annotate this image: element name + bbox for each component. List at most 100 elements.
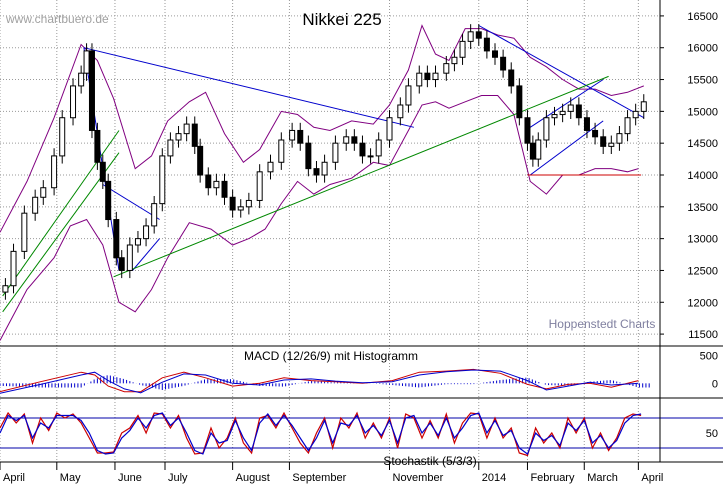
y-tick-label: 16000 [687, 43, 718, 55]
y-tick-label: 14000 [687, 170, 718, 182]
candle-body [483, 37, 490, 52]
candle-body [492, 50, 498, 58]
candle-body [83, 50, 90, 74]
candle-body [405, 85, 412, 106]
candle-body [367, 155, 374, 158]
candle-body [105, 180, 112, 221]
candle-body [359, 142, 366, 157]
candle-body [459, 40, 466, 58]
candle-body [608, 142, 615, 147]
candle-body [32, 196, 39, 214]
x-tick-label: June [118, 472, 142, 484]
macd-tick-label: 0 [712, 378, 718, 390]
x-tick-label: March [587, 472, 618, 484]
candle-body [516, 85, 523, 119]
macd-line [0, 369, 639, 394]
y-tick-label: 14500 [687, 138, 718, 150]
y-tick-label: 12000 [687, 297, 718, 309]
y-tick-label: 12500 [687, 265, 718, 277]
y-tick-label: 16500 [687, 11, 718, 23]
y-tick-label: 13000 [687, 234, 718, 246]
y-tick-label: 13500 [687, 202, 718, 214]
candle-body [70, 85, 77, 119]
x-tick-label: April [3, 472, 25, 484]
trendline [113, 75, 609, 278]
x-tick-label: November [393, 472, 444, 484]
candle-body [416, 72, 423, 87]
candle-body [575, 104, 582, 119]
stochastic-label: Stochastik (5/3/3) [383, 454, 476, 468]
candle-body [451, 56, 458, 65]
candle-body [424, 72, 431, 81]
candle-body [508, 69, 515, 87]
stochastic-panel [0, 411, 723, 457]
x-tick-label: July [168, 472, 188, 484]
candle-body [99, 161, 106, 182]
trendline [478, 25, 645, 119]
candle-body [94, 129, 101, 163]
candle-body [143, 225, 150, 240]
y-tick-label: 11500 [688, 329, 718, 341]
trendline [132, 238, 160, 271]
source-label: Hoppenstedt Charts [549, 317, 656, 331]
candle-body [332, 142, 339, 163]
candle-body [183, 123, 190, 135]
price-panel [0, 24, 647, 341]
candle-body [51, 155, 58, 189]
candle-body [600, 136, 607, 147]
candle-body [467, 31, 474, 42]
candle-body [397, 104, 404, 119]
candle-body [475, 31, 482, 39]
candle-body [305, 142, 312, 170]
macd-tick-label: 500 [700, 351, 718, 363]
candle-body [159, 155, 166, 205]
candle-body [113, 219, 120, 259]
candle-body [167, 139, 174, 157]
bollinger-upper [0, 24, 644, 233]
candle-body [151, 203, 158, 227]
x-tick-label: 2014 [482, 472, 506, 484]
candle-body [245, 199, 252, 208]
candle-body [267, 161, 274, 173]
candle-body [229, 196, 236, 211]
x-tick-label: February [530, 472, 575, 484]
candle-body [529, 142, 536, 160]
candle-body [592, 129, 599, 138]
candle-body [10, 250, 17, 287]
x-tick-label: May [60, 472, 81, 484]
trendline [2, 152, 120, 313]
candle-body [59, 117, 66, 157]
candle-body [535, 139, 542, 160]
stochastic-tick-label: 50 [706, 428, 718, 440]
trendline [529, 120, 604, 176]
candle-body [21, 212, 28, 252]
y-tick-label: 15000 [687, 106, 718, 118]
candle-body [205, 174, 212, 189]
watermark: www.chartbuero.de [5, 12, 109, 26]
candle-body [175, 133, 182, 141]
candle-body [551, 114, 558, 119]
candle-body [197, 145, 204, 176]
candle-body [278, 139, 285, 163]
candle-body [313, 168, 320, 176]
candle-body [624, 117, 631, 135]
candle-body [221, 180, 228, 198]
candle-body [375, 139, 382, 157]
stochastic-line [0, 412, 642, 455]
candle-body [559, 110, 566, 116]
candle-body [432, 72, 439, 81]
candle-body [543, 117, 550, 141]
candle-body [134, 238, 141, 246]
candle-body [351, 136, 358, 144]
candle-body [583, 117, 590, 131]
x-tick-label: August [236, 472, 270, 484]
candle-body [616, 133, 623, 144]
candle-body [191, 123, 198, 147]
candle-body [386, 117, 393, 141]
stochastic-line [0, 411, 642, 457]
candle-body [524, 117, 531, 144]
candle-body [289, 129, 296, 141]
